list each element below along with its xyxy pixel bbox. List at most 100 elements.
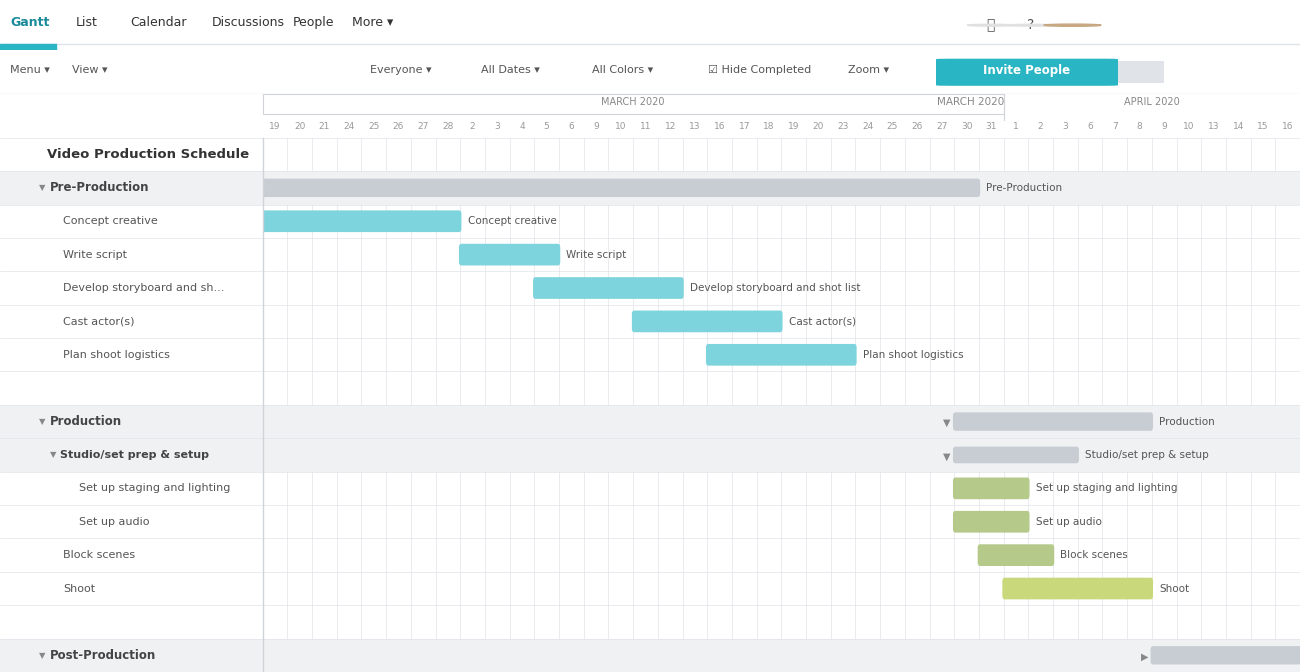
Text: 15: 15 [1257,122,1269,131]
Text: Everyone ▾: Everyone ▾ [370,65,432,75]
FancyBboxPatch shape [261,210,462,232]
Bar [0,405,263,438]
FancyBboxPatch shape [706,344,857,366]
Text: ☑ Hide Completed: ☑ Hide Completed [708,65,811,75]
Text: Shoot: Shoot [62,583,95,593]
Text: All Colors ▾: All Colors ▾ [592,65,653,75]
Text: 6: 6 [1087,122,1093,131]
Text: Studio/set prep & setup: Studio/set prep & setup [1086,450,1209,460]
Text: 12: 12 [664,122,676,131]
Text: Concept creative: Concept creative [468,216,556,226]
Text: Set up staging and lighting: Set up staging and lighting [79,483,230,493]
Text: Production: Production [49,415,122,428]
Text: 5: 5 [543,122,550,131]
Text: Write script: Write script [567,249,627,259]
Text: 1: 1 [1013,122,1019,131]
Text: Set up audio: Set up audio [1036,517,1101,527]
Text: 14: 14 [1232,122,1244,131]
FancyBboxPatch shape [1002,578,1153,599]
Text: 21: 21 [318,122,330,131]
FancyBboxPatch shape [953,511,1030,533]
Text: 19: 19 [269,122,281,131]
Text: Plan shoot logistics: Plan shoot logistics [863,350,963,360]
Text: 25: 25 [368,122,380,131]
Bar [263,438,1300,472]
Text: Shoot: Shoot [1160,583,1190,593]
Text: 17: 17 [738,122,750,131]
Bar [263,94,1004,114]
Text: 3: 3 [1062,122,1069,131]
Text: 30: 30 [961,122,972,131]
Text: 28: 28 [442,122,454,131]
Text: Calendar: Calendar [130,16,186,29]
Text: Write script: Write script [62,249,127,259]
Text: Develop storyboard and shot list: Develop storyboard and shot list [690,283,861,293]
Text: Pre-Production: Pre-Production [49,181,150,194]
Text: 20: 20 [294,122,306,131]
Text: 27: 27 [936,122,948,131]
Text: 24: 24 [862,122,874,131]
Text: 3: 3 [494,122,500,131]
Text: View ▾: View ▾ [72,65,107,75]
FancyBboxPatch shape [533,277,684,299]
Text: 27: 27 [417,122,429,131]
Text: ▼: ▼ [49,450,56,460]
Text: MARCH 2020: MARCH 2020 [602,97,664,107]
Text: 2: 2 [469,122,476,131]
FancyBboxPatch shape [261,179,980,197]
Bar [0,638,263,672]
Text: ▼: ▼ [942,418,950,428]
FancyBboxPatch shape [632,310,783,332]
Text: Develop storyboard and sh...: Develop storyboard and sh... [62,283,225,293]
FancyBboxPatch shape [953,478,1030,499]
Text: 8: 8 [1136,122,1143,131]
Text: Block scenes: Block scenes [62,550,135,560]
Text: List: List [75,16,98,29]
FancyBboxPatch shape [936,58,1118,86]
Text: Video Production Schedule: Video Production Schedule [47,148,250,161]
FancyBboxPatch shape [1150,646,1300,665]
Text: MARCH 2020: MARCH 2020 [936,97,1004,107]
Text: Post-Production: Post-Production [49,648,156,662]
Bar [263,638,1300,672]
Text: Invite People: Invite People [983,64,1071,77]
Text: 13: 13 [689,122,701,131]
Text: 19: 19 [788,122,800,131]
Text: ▼: ▼ [39,183,46,192]
Text: 26: 26 [911,122,923,131]
Circle shape [1008,24,1054,26]
Text: 16: 16 [1282,122,1294,131]
Text: 18: 18 [763,122,775,131]
Text: Set up audio: Set up audio [79,517,150,527]
Bar [0,44,56,50]
Text: 31: 31 [985,122,997,131]
Text: Set up staging and lighting: Set up staging and lighting [1036,483,1178,493]
FancyBboxPatch shape [978,544,1054,566]
FancyBboxPatch shape [953,413,1153,431]
Text: ?: ? [1027,18,1035,32]
Text: 25: 25 [887,122,898,131]
Text: 2: 2 [1037,122,1044,131]
Text: Concept creative: Concept creative [62,216,157,226]
Text: Studio/set prep & setup: Studio/set prep & setup [60,450,209,460]
FancyBboxPatch shape [459,244,560,265]
Text: Menu ▾: Menu ▾ [10,65,51,75]
Text: Cast actor(s): Cast actor(s) [789,317,855,327]
Text: 13: 13 [1208,122,1219,131]
Text: 10: 10 [1183,122,1195,131]
Text: Cast actor(s): Cast actor(s) [62,317,134,327]
Bar [263,171,1300,204]
FancyBboxPatch shape [953,447,1079,463]
Text: 6: 6 [568,122,575,131]
Bar [263,405,1300,438]
Text: Production: Production [1160,417,1216,427]
Text: 11: 11 [640,122,651,131]
Text: 9: 9 [1161,122,1167,131]
Text: 4: 4 [519,122,525,131]
Text: ▼: ▼ [942,452,950,462]
Text: All Dates ▾: All Dates ▾ [481,65,540,75]
Text: 9: 9 [593,122,599,131]
Text: 20: 20 [812,122,824,131]
Text: 24: 24 [343,122,355,131]
Text: More ▾: More ▾ [352,16,394,29]
